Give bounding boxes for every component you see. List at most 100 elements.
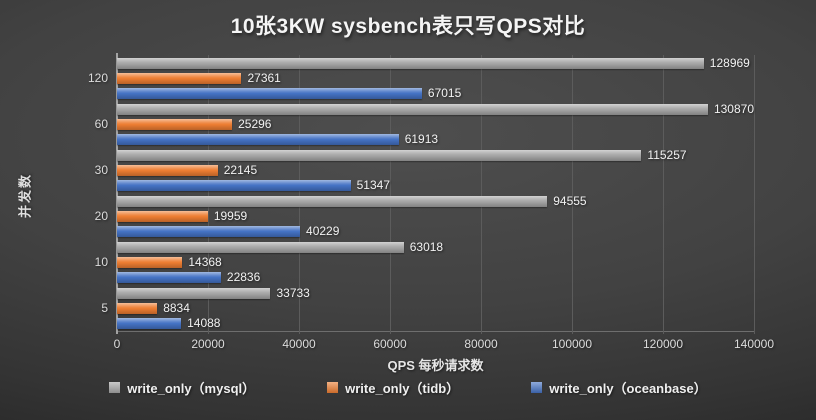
bar-row: 19959	[117, 209, 754, 223]
bar-row: 63018	[117, 240, 754, 254]
y-tick-label: 20	[94, 209, 108, 223]
bar-row: 115257	[117, 148, 754, 162]
bar-value-label: 40229	[306, 224, 340, 238]
bar-value-label: 8834	[163, 301, 190, 315]
bar-value-label: 14088	[187, 316, 221, 330]
x-axis-title: QPS 每秒请求数	[387, 358, 484, 373]
bar-write_only（tidb）	[117, 72, 242, 84]
bar-value-label: 14368	[188, 255, 222, 269]
x-tick-label: 0	[113, 337, 121, 351]
bar-row: 25296	[117, 117, 754, 131]
gridline	[481, 55, 482, 334]
bar-write_only（tidb）	[117, 118, 233, 130]
bar-value-label: 51347	[356, 178, 390, 192]
legend-item: write_only（tidb）	[327, 378, 459, 397]
bar-write_only（tidb）	[117, 164, 218, 176]
gridline	[572, 55, 573, 334]
gridline	[663, 55, 664, 334]
legend-label: write_only（mysql）	[127, 381, 256, 396]
bar-write_only（tidb）	[117, 302, 158, 314]
bar-row: 14368	[117, 255, 754, 269]
bar-value-label: 33733	[276, 286, 310, 300]
bar-group: 130870 25296 61913	[117, 101, 754, 147]
legend-swatch	[327, 382, 339, 393]
legend-item: write_only（mysql）	[109, 378, 255, 397]
bar-value-label: 94555	[553, 194, 587, 208]
bar-write_only（mysql）	[117, 149, 642, 161]
y-tick-label: 5	[101, 301, 108, 315]
bar-write_only（oceanbase）	[117, 317, 182, 329]
bar-write_only（mysql）	[117, 287, 271, 299]
bar-value-label: 19959	[213, 209, 248, 223]
bar-row: 40229	[117, 224, 754, 238]
bar-value-label: 128969	[709, 56, 750, 70]
bar-write_only（mysql）	[117, 241, 404, 253]
bar-group: 33733 8834 14088	[117, 285, 754, 331]
bar-row: 61913	[117, 132, 754, 146]
y-tick-labels: 120 60 30 20 10 5	[60, 55, 108, 331]
x-tick-label: 100000	[551, 337, 593, 351]
bar-value-label: 115257	[647, 148, 687, 162]
bar-row: 94555	[117, 194, 754, 208]
legend: write_only（mysql） write_only（tidb） write_o…	[0, 378, 816, 397]
x-tick-label: 20000	[191, 337, 225, 351]
bar-value-label: 25296	[238, 117, 272, 131]
legend-label: write_only（oceanbase）	[549, 381, 707, 396]
bar-value-label: 61913	[404, 132, 439, 146]
y-axis-title: 并发数	[17, 173, 33, 219]
bar-row: 51347	[117, 178, 754, 192]
bar-value-label: 22836	[226, 270, 261, 284]
y-tick-label: 60	[94, 117, 108, 131]
y-axis-line	[116, 53, 118, 334]
x-tick-label: 140000	[733, 337, 775, 351]
bar-row: 33733	[117, 286, 754, 300]
bar-groups: 128969 27361 67015 130870 25296 61913 115257 22…	[117, 55, 754, 331]
y-tick-label: 30	[94, 163, 108, 177]
bar-write_only（oceanbase）	[117, 271, 221, 283]
legend-label: write_only（tidb）	[345, 381, 460, 396]
bar-write_only（tidb）	[117, 256, 183, 268]
y-tick-label: 10	[94, 255, 108, 269]
gridline	[208, 55, 209, 334]
x-tick-labels: 0 20000 40000 60000 80000 100000 120000 140000	[113, 337, 774, 351]
bar-write_only（oceanbase）	[117, 87, 422, 99]
gridline	[754, 55, 755, 334]
gridline	[299, 55, 300, 334]
bar-row: 22836	[117, 270, 754, 284]
bar-row: 130870	[117, 102, 754, 116]
bar-group: 63018 14368 22836	[117, 239, 754, 285]
bar-row: 22145	[117, 163, 754, 177]
chart-title: 10张3KW sysbench表只写QPS对比	[230, 15, 586, 38]
x-tick-label: 80000	[464, 337, 498, 351]
legend-swatch	[531, 382, 543, 393]
bar-row: 8834	[117, 301, 754, 315]
bar-row: 67015	[117, 86, 754, 100]
legend-item: write_only（oceanbase）	[531, 378, 707, 397]
bar-row: 128969	[117, 56, 754, 70]
bar-write_only（mysql）	[117, 103, 708, 115]
bar-value-label: 27361	[247, 71, 281, 85]
x-tick-label: 40000	[282, 337, 316, 351]
plot-area: 128969 27361 67015 130870 25296 61913 115257 22…	[116, 53, 755, 334]
gridline	[390, 55, 391, 334]
bar-write_only（mysql）	[117, 57, 704, 69]
x-tick-label: 60000	[373, 337, 407, 351]
bar-value-label: 63018	[409, 240, 444, 254]
bar-value-label: 67015	[427, 86, 462, 100]
x-tick-label: 120000	[642, 337, 684, 351]
bar-value-label: 22145	[223, 163, 258, 177]
bar-value-label: 130870	[713, 102, 754, 116]
bar-write_only（mysql）	[117, 195, 548, 207]
bar-group: 94555 19959 40229	[117, 193, 754, 239]
bar-row: 14088	[117, 316, 754, 330]
legend-swatch	[109, 382, 121, 393]
bar-group: 128969 27361 67015	[117, 55, 754, 101]
y-tick-label: 120	[87, 71, 108, 85]
bar-write_only（tidb）	[117, 210, 208, 222]
bar-write_only（oceanbase）	[117, 133, 399, 145]
bar-write_only（oceanbase）	[117, 179, 351, 191]
bar-write_only（oceanbase）	[117, 225, 301, 237]
bar-row: 27361	[117, 71, 754, 85]
bar-group: 115257 22145 51347	[117, 147, 754, 193]
